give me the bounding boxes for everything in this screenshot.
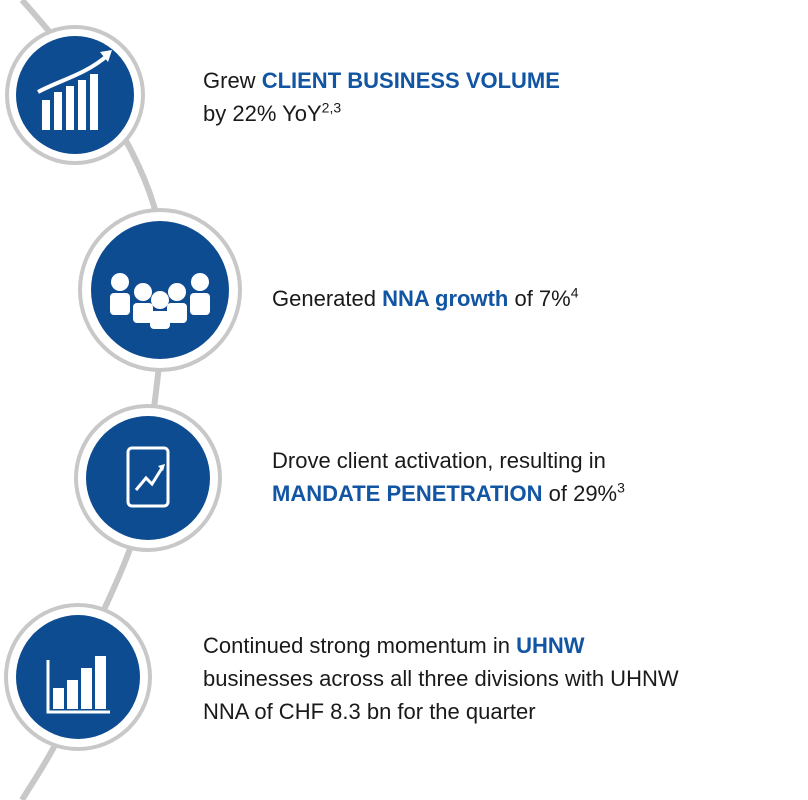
text-line: Continued strong momentum in UHNW [203, 629, 679, 662]
icon-people [78, 208, 242, 372]
item-text: Generated NNA growth of 7%4 [272, 282, 579, 315]
icon-volume [5, 25, 145, 165]
icon-bars [4, 603, 152, 751]
text-line: Drove client activation, resulting in [272, 444, 625, 477]
item-text: Grew CLIENT BUSINESS VOLUME by 22% YoY2,3 [203, 64, 560, 130]
highlight: MANDATE PENETRATION [272, 481, 543, 506]
text: of 7% [508, 286, 571, 311]
text-line: MANDATE PENETRATION of 29%3 [272, 477, 625, 510]
text: of 29% [542, 481, 618, 506]
icon-tablet [74, 404, 222, 552]
text: Grew [203, 68, 262, 93]
text: Drove client activation, resulting in [272, 448, 606, 473]
highlight: NNA growth [382, 286, 509, 311]
text-line: Grew CLIENT BUSINESS VOLUME [203, 64, 560, 97]
text: by 22% YoY [203, 101, 322, 126]
text-line: businesses across all three divisions wi… [203, 662, 679, 695]
text-line: by 22% YoY2,3 [203, 97, 560, 130]
item-text: Drove client activation, resulting in MAN… [272, 444, 625, 510]
item-text: Continued strong momentum in UHNW busines… [203, 629, 679, 728]
text-line: Generated NNA growth of 7%4 [272, 282, 579, 315]
footnote-ref: 2,3 [321, 99, 342, 116]
highlight: CLIENT BUSINESS VOLUME [261, 68, 560, 93]
text-line: NNA of CHF 8.3 bn for the quarter [203, 695, 679, 728]
text: Generated [272, 286, 383, 311]
text: businesses across all three divisions wi… [203, 666, 679, 691]
footnote-ref: 4 [570, 284, 579, 301]
text: NNA of CHF 8.3 bn for the quarter [203, 699, 536, 724]
footnote-ref: 3 [617, 479, 625, 496]
text: Continued strong momentum in [203, 633, 517, 658]
highlight: UHNW [516, 633, 585, 658]
